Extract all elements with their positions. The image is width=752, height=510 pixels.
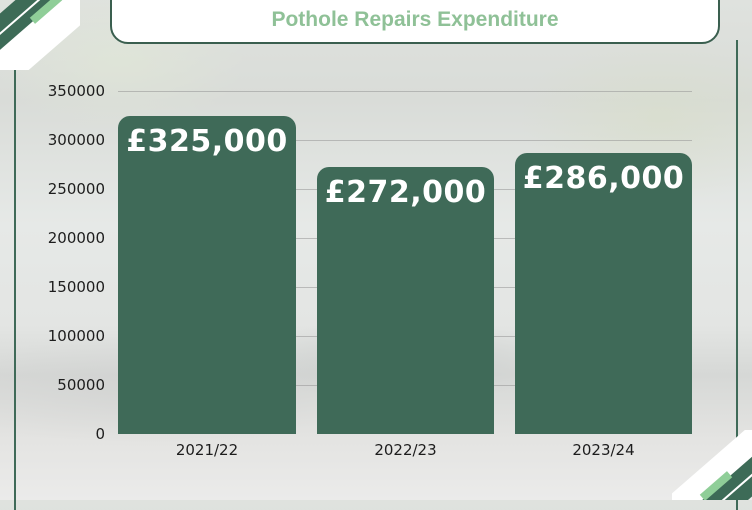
y-tick-label: 350000 (47, 82, 105, 100)
y-tick-label: 100000 (47, 327, 105, 345)
chart-frame (14, 40, 738, 510)
y-tick-label: 300000 (47, 131, 105, 149)
gridline-350000 (118, 91, 692, 92)
chart-title-box: Pothole Repairs Expenditure (110, 0, 720, 44)
gridline-300000 (118, 140, 692, 141)
y-tick-label: 50000 (57, 376, 105, 394)
y-tick-label: 150000 (47, 278, 105, 296)
x-tick-label: 2023/24 (572, 441, 635, 459)
y-tick-label: 0 (95, 425, 105, 443)
bar-2021-22: £325,000 (118, 116, 296, 434)
x-tick-label: 2022/23 (374, 441, 437, 459)
y-tick-label: 250000 (47, 180, 105, 198)
bar-value-label: £272,000 (324, 175, 487, 210)
chart-title: Pothole Repairs Expenditure (271, 8, 559, 31)
bar-value-label: £286,000 (522, 161, 685, 196)
bar-2022-23: £272,000 (317, 167, 494, 434)
y-tick-label: 200000 (47, 229, 105, 247)
x-tick-label: 2021/22 (175, 441, 239, 459)
bar-2023-24: £286,000 (515, 153, 692, 434)
bar-value-label: £325,000 (126, 124, 288, 159)
